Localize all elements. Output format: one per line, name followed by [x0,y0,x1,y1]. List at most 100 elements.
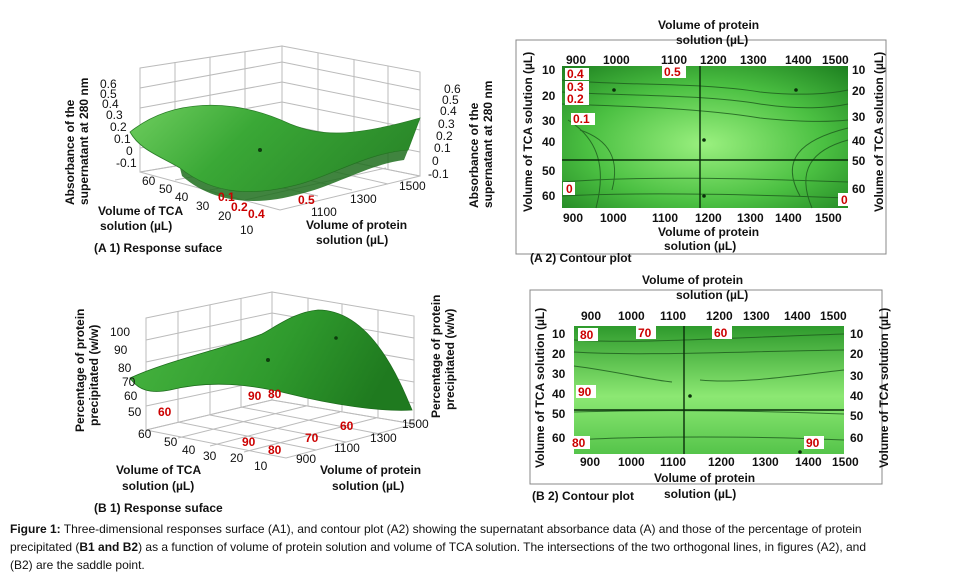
a2-contour-label: 0.2 [567,92,584,106]
a1-panel-label: (A 1) Response suface [94,241,223,255]
a2-x-tick: 1100 [652,211,678,225]
figure-caption: Figure 1: Three-dimensional responses su… [10,522,866,572]
a1-z-tick: 0.1 [434,141,451,155]
b2-contour-label: 70 [638,326,652,340]
b2-y-tick: 30 [850,369,864,383]
b2-y-tick: 60 [850,431,864,445]
a2-y-tick: 10 [542,63,556,77]
a1-contour-label: 0.5 [298,193,315,207]
b1-protein-axis-title-line1: Volume of protein [320,463,421,477]
a1-z-tick: 0.2 [110,120,127,134]
a1-protein-tick: 1300 [350,192,377,206]
b2-x-tick: 1400 [795,455,822,469]
b1-z-tick: 80 [118,361,132,375]
b1-tca-tick: 50 [164,435,178,449]
b1-protein-tick: 1500 [402,417,429,431]
a2-top-axis-title-line1: Volume of protein [658,18,759,32]
a2-contour-label: 0 [566,182,573,196]
a1-z-tick: 0.3 [438,117,455,131]
caption-lead: Figure 1: [10,522,61,536]
b2-y-tick: 10 [850,327,864,341]
b2-y-tick: 40 [552,387,566,401]
a1-saddle-point [258,148,262,152]
caption-text-2c: ) as a function of volume of protein sol… [138,540,866,554]
a1-z-title-left-line2: supernatant at 280 nm [77,78,91,205]
a2-y-tick: 50 [852,154,866,168]
a1-z-tick: 0.5 [100,87,117,101]
a1-z-tick: 0.5 [442,93,459,107]
panel-b2-contour-plot: Volume of protein solution (µL) 900 1000… [529,273,891,503]
a1-z-tick: 0.4 [102,97,119,111]
b2-y-tick: 40 [850,389,864,403]
b1-protein-tick: 1100 [334,441,360,455]
b2-top-ticks: 900 1000 1100 1200 1300 1400 1500 [581,309,847,323]
b2-contour-label: 80 [572,436,586,450]
b1-contour-label: 80 [268,443,282,457]
a2-y-tick: 30 [852,110,866,124]
a1-contour-label: 0.4 [248,207,265,221]
b1-tca-tick: 10 [254,459,268,473]
a1-protein-axis-title-line2: solution (µL) [316,233,388,247]
b2-contour-label: 90 [578,385,592,399]
b2-contour-label: 90 [806,436,820,450]
a2-y-tick: 60 [852,182,866,196]
b1-contour-label: 90 [248,389,262,403]
a2-x-tick: 1200 [695,211,722,225]
a1-z-tick: -0.1 [116,156,137,170]
b2-y-tick: 30 [552,367,566,381]
a2-y-tick: 50 [542,164,556,178]
a2-x-tick: 1300 [737,211,764,225]
panel-b1-response-surface: 100 90 80 70 60 50 Percentage of protein… [73,291,457,515]
a1-tca-tick: 10 [240,223,254,237]
b1-tca-ticks: 60 50 40 30 20 10 [138,427,268,473]
a2-contour-field [562,66,848,208]
caption-line-1: Figure 1: Three-dimensional responses su… [10,522,862,536]
b1-contour-label: 60 [158,405,172,419]
a2-x-tick: 1400 [775,211,802,225]
b1-z-title-left-line1: Percentage of protein [73,309,87,432]
a1-tca-tick: 30 [196,199,210,213]
b2-x-tick: 1200 [706,309,733,323]
a2-contour-labels: 0.4 0.3 0.2 0.1 0.5 0 0 [563,65,850,207]
b2-x-tick: 1500 [832,455,859,469]
b2-y-tick: 50 [552,407,566,421]
b2-x-tick: 1400 [784,309,811,323]
a2-x-tick: 1200 [700,53,727,67]
a2-contour-label: 0.4 [567,67,584,81]
panel-a1-response-surface: 0.6 0.5 0.4 0.3 0.2 0.1 0 -0.1 0.6 0.5 0… [63,45,495,255]
a1-contour-label: 0.1 [218,190,235,204]
b1-protein-ticks: 1500 1300 1100 900 [296,417,429,466]
a1-protein-axis-title-line1: Volume of protein [306,218,407,232]
b1-z-title-right-line1: Percentage of protein [429,295,443,418]
a1-z-title-right-line2: supernatant at 280 nm [481,81,495,208]
b1-contour-label: 90 [242,435,256,449]
b1-contour-label: 70 [305,431,319,445]
a2-y-tick: 20 [852,84,866,98]
b2-y-tick: 20 [552,347,566,361]
b1-contour-label: 60 [340,419,354,433]
b1-z-title-right-line2: precipitated (w/w) [443,309,457,410]
b2-y-tick: 60 [552,431,566,445]
a1-z-tick: 0.6 [444,82,461,96]
a1-contour-label: 0.2 [231,200,248,214]
a2-x-tick: 900 [563,211,583,225]
a2-x-tick: 900 [566,53,586,67]
b2-y-tick: 20 [850,347,864,361]
a1-z-ticks-right: 0.6 0.5 0.4 0.3 0.2 0.1 0 -0.1 [428,82,461,181]
a1-z-tick: -0.1 [428,167,449,181]
b2-design-point [798,450,802,454]
a1-protein-ticks: 1500 1300 1100 [311,179,426,219]
b1-protein-tick: 900 [296,452,316,466]
b2-x-tick: 900 [581,309,601,323]
a1-protein-tick: 1100 [311,205,337,219]
a1-z-tick: 0.3 [106,108,123,122]
panel-a2-contour-plot: Volume of protein solution (µL) 900 1000… [515,18,887,265]
a2-bottom-ticks: 900 1000 1100 1200 1300 1400 1500 [563,211,842,225]
a2-x-tick: 1500 [815,211,842,225]
a2-panel-label: (A 2) Contour plot [530,251,632,265]
b1-tca-tick: 20 [230,451,244,465]
a1-surface-underside [180,150,408,201]
b2-x-tick: 1000 [618,455,645,469]
b2-contour-label: 60 [714,326,728,340]
a2-contour-label: 0.5 [664,65,681,79]
